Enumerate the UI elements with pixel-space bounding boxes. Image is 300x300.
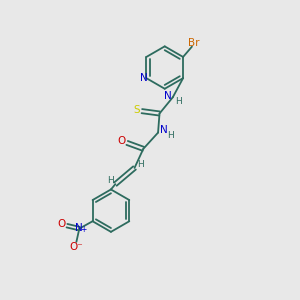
Text: N: N: [75, 223, 82, 233]
Text: H: H: [107, 176, 113, 185]
Text: O⁻: O⁻: [69, 242, 83, 252]
Text: H: H: [167, 131, 174, 140]
Text: N: N: [160, 125, 168, 135]
Text: H: H: [137, 160, 144, 169]
Text: N: N: [140, 73, 148, 83]
Text: N: N: [164, 91, 171, 101]
Text: H: H: [175, 97, 182, 106]
Text: S: S: [133, 105, 140, 115]
Text: O: O: [58, 219, 66, 229]
Text: O: O: [118, 136, 126, 146]
Text: +: +: [80, 225, 86, 234]
Text: Br: Br: [188, 38, 199, 48]
